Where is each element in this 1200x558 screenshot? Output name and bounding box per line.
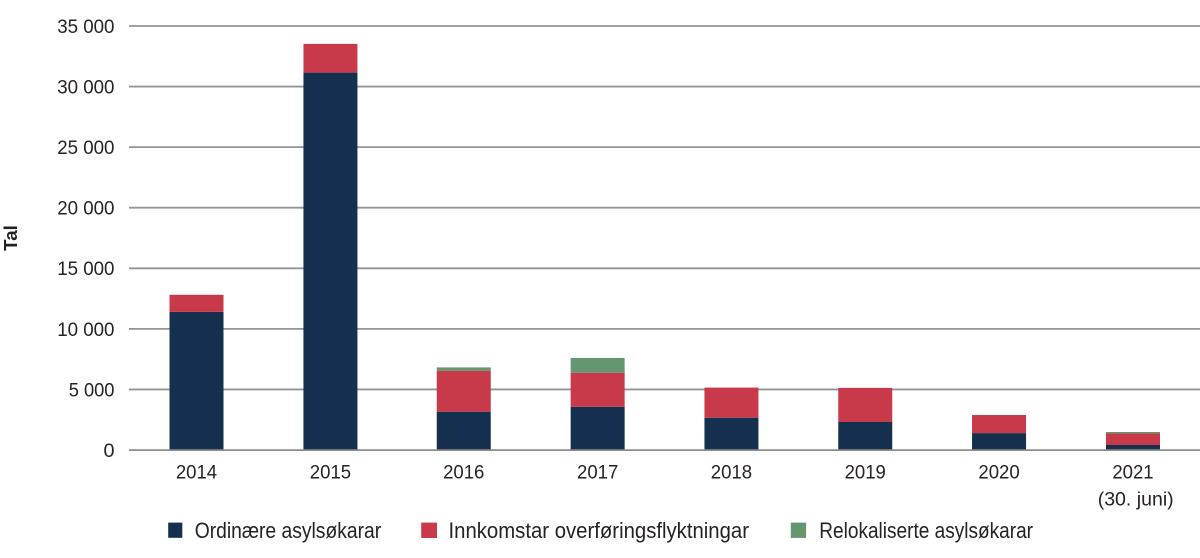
svg-text:Ordinære asylsøkarar: Ordinære asylsøkarar (195, 518, 382, 543)
svg-text:30 000: 30 000 (57, 77, 114, 99)
svg-text:35 000: 35 000 (57, 16, 114, 38)
svg-text:2014: 2014 (176, 461, 217, 483)
svg-text:2018: 2018 (711, 461, 752, 483)
svg-text:2021: 2021 (1112, 461, 1153, 483)
svg-text:2017: 2017 (577, 461, 618, 483)
svg-text:10 000: 10 000 (57, 319, 114, 341)
svg-text:(30. juni): (30. juni) (1098, 489, 1174, 511)
svg-text:2020: 2020 (978, 461, 1019, 483)
svg-text:Innkomstar overføringsflyktnin: Innkomstar overføringsflyktningar (449, 518, 750, 543)
svg-text:5 000: 5 000 (69, 379, 115, 401)
svg-text:2016: 2016 (443, 461, 484, 483)
svg-text:2019: 2019 (845, 461, 886, 483)
svg-text:Relokaliserte asylsøkarar: Relokaliserte asylsøkarar (819, 518, 1033, 543)
svg-text:20 000: 20 000 (57, 198, 114, 220)
svg-text:25 000: 25 000 (57, 137, 114, 159)
svg-text:Tal: Tal (0, 225, 21, 251)
svg-text:15 000: 15 000 (57, 258, 114, 280)
svg-text:0: 0 (103, 440, 114, 462)
svg-text:2015: 2015 (310, 461, 351, 483)
